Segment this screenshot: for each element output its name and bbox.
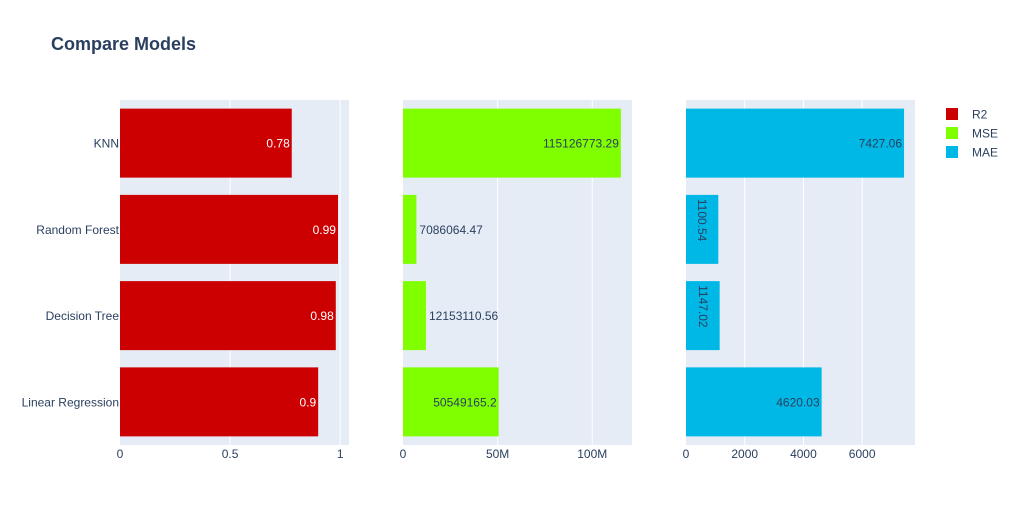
mse-x-tick-label: 100M: [577, 447, 607, 461]
mae-bar[interactable]: [686, 281, 720, 351]
mse-bar[interactable]: [403, 108, 621, 178]
mse-bar[interactable]: [403, 281, 427, 351]
mae-x-tick-label: 0: [683, 447, 690, 461]
mae-panel: 0 2000 4000 6000 7427.06 1100.54 1147.02 4620.0…: [683, 100, 915, 461]
y-category-label: Linear Regression: [22, 395, 119, 409]
r2-x-tick-label: 0.5: [222, 447, 239, 461]
r2-value-label: 0.99: [313, 223, 337, 237]
r2-value-label: 0.78: [266, 137, 290, 151]
mse-value-label: 115126773.29: [543, 137, 619, 151]
mae-bar[interactable]: [686, 108, 905, 178]
mse-value-label: 12153110.56: [429, 309, 499, 323]
mae-value-label: 1147.02: [696, 285, 710, 328]
r2-x-tick-label: 1: [337, 447, 344, 461]
mae-x-tick-label: 6000: [849, 447, 876, 461]
r2-value-label: 0.9: [299, 395, 316, 409]
r2-bar[interactable]: [120, 281, 336, 351]
legend-swatch: [946, 146, 958, 158]
r2-value-label: 0.98: [310, 309, 334, 323]
mae-x-tick-label: 4000: [790, 447, 817, 461]
mse-panel: 0 50M 100M 115126773.29 7086064.47 12153110.5…: [400, 100, 632, 461]
mse-value-label: 50549165.2: [433, 395, 497, 409]
legend-label: MAE: [972, 146, 998, 160]
legend-swatch: [946, 127, 958, 139]
mae-bar[interactable]: [686, 194, 719, 264]
mse-x-tick-label: 50M: [486, 447, 509, 461]
r2-bar[interactable]: [120, 367, 319, 437]
mae-bar[interactable]: [686, 367, 822, 437]
legend-item-r2[interactable]: R2: [946, 108, 988, 122]
chart-title: Compare Models: [51, 34, 196, 54]
mse-value-label: 7086064.47: [419, 223, 483, 237]
y-category-label: KNN: [94, 137, 119, 151]
y-category-label: Random Forest: [36, 223, 119, 237]
legend-item-mse[interactable]: MSE: [946, 127, 998, 141]
legend[interactable]: R2 MSE MAE: [946, 108, 998, 160]
mae-value-label: 1100.54: [695, 199, 709, 242]
r2-panel: 0 0.5 1 0.78 KNN 0.99 Random Forest 0.98 Decisio…: [22, 100, 349, 461]
r2-x-tick-label: 0: [117, 447, 124, 461]
legend-swatch: [946, 108, 958, 120]
mse-bar[interactable]: [403, 367, 499, 437]
y-category-label: Decision Tree: [46, 309, 120, 323]
mae-value-label: 4620.03: [776, 395, 820, 409]
r2-bar[interactable]: [120, 108, 292, 178]
legend-item-mae[interactable]: MAE: [946, 146, 998, 160]
legend-label: R2: [972, 108, 988, 122]
mse-bar[interactable]: [403, 194, 417, 264]
mae-value-label: 7427.06: [859, 137, 903, 151]
r2-bar[interactable]: [120, 194, 338, 264]
legend-label: MSE: [972, 127, 998, 141]
mse-x-tick-label: 0: [400, 447, 407, 461]
mae-x-tick-label: 2000: [731, 447, 758, 461]
